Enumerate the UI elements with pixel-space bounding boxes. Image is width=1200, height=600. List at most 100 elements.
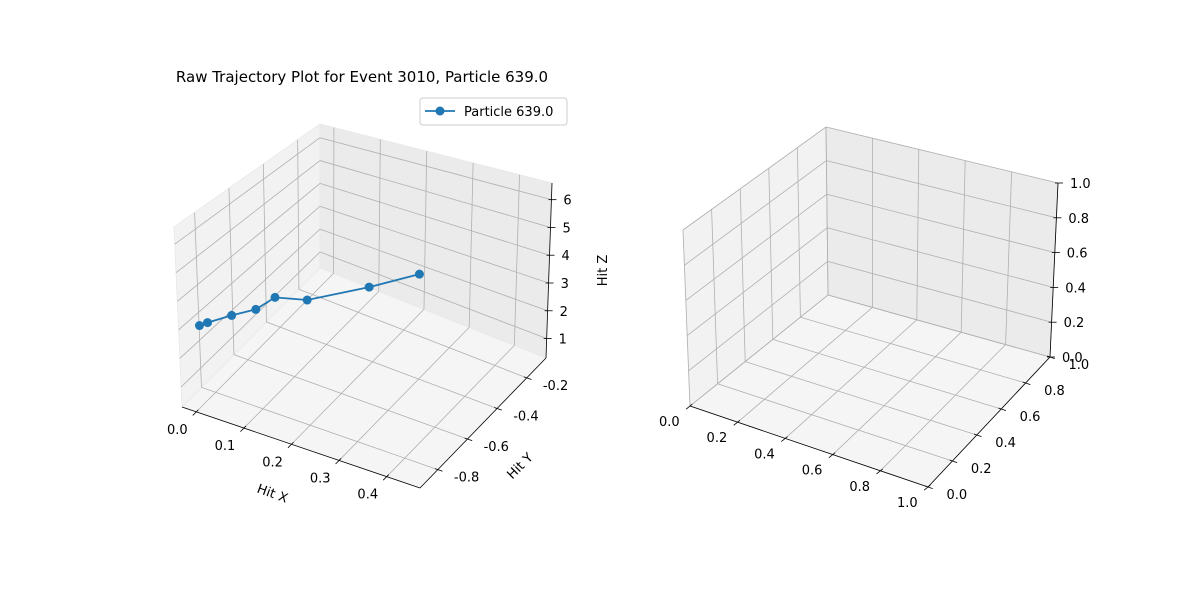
- z-gridline: [319, 183, 550, 256]
- x-tick-label: 1.0: [897, 496, 918, 511]
- y-tick-label: -0.2: [543, 379, 568, 394]
- z-gridline: [688, 261, 828, 372]
- x-tick: [923, 484, 931, 491]
- z-tick-label: 0.2: [1064, 316, 1085, 331]
- y-gridline: [194, 212, 202, 388]
- data-point: [270, 292, 280, 302]
- z-gridline: [689, 294, 829, 407]
- y-tick: [998, 407, 1007, 411]
- x-gridline: [880, 344, 1006, 472]
- z-gridline: [827, 261, 1052, 323]
- y-axis-line: [927, 356, 1051, 488]
- y-tick: [949, 459, 958, 463]
- z-gridline: [179, 228, 321, 359]
- z-tick-label: 0.8: [1068, 212, 1089, 227]
- y-gridline: [745, 361, 977, 436]
- chart-title: Raw Trajectory Plot for Event 3010, Part…: [176, 68, 548, 86]
- z-gridline: [827, 227, 1054, 288]
- x-gridline: [468, 162, 474, 328]
- y-axis-label: Hit Y: [504, 450, 536, 482]
- x-tick: [287, 441, 294, 449]
- data-point: [194, 321, 204, 331]
- z-gridline: [825, 126, 1059, 184]
- z-gridline: [319, 251, 547, 339]
- y-gridline: [297, 139, 300, 290]
- z-gridline: [180, 251, 321, 388]
- x-tick-label: 0.6: [802, 464, 823, 479]
- x-tick: [828, 452, 836, 459]
- y-tick-label: 1.0: [1068, 358, 1089, 373]
- data-point: [364, 282, 374, 292]
- z-gridline: [684, 160, 827, 266]
- z-tick-label: 1: [559, 333, 567, 348]
- x-tick: [335, 458, 342, 465]
- z-tick-label: 6: [563, 194, 571, 209]
- z-tick-label: 0.4: [1065, 281, 1086, 296]
- y-gridline: [800, 316, 1026, 384]
- y-tick-label: 0.8: [1044, 384, 1065, 399]
- y-tick: [434, 468, 443, 472]
- z-gridline: [178, 205, 321, 331]
- z-axis-label: Hit Z: [596, 255, 611, 287]
- z-gridline: [319, 137, 552, 201]
- x-axis-line: [181, 406, 421, 489]
- z-gridline: [319, 205, 549, 284]
- data-point: [203, 318, 213, 328]
- x-gridline: [291, 309, 425, 445]
- x-tick: [240, 425, 247, 432]
- data-point: [302, 295, 312, 305]
- y-gridline: [825, 126, 829, 296]
- y-tick-label: -0.4: [513, 410, 538, 425]
- z-gridline: [177, 183, 321, 302]
- x-tick: [876, 468, 883, 475]
- z-tick-label: 0.0: [1062, 351, 1083, 366]
- z-gridline: [175, 160, 321, 274]
- y-tick-label: -0.6: [484, 440, 509, 455]
- x-gridline: [916, 149, 920, 320]
- x-tick: [781, 436, 788, 442]
- y-gridline: [266, 321, 498, 409]
- y-tick-label: 0.6: [1020, 410, 1041, 425]
- z-gridline: [826, 160, 1057, 219]
- y-gridline: [768, 168, 774, 340]
- y-tick: [925, 485, 933, 489]
- x-tick-label: 0.4: [357, 488, 378, 503]
- x-gridline: [378, 139, 381, 292]
- y-gridline: [228, 188, 235, 355]
- x-gridline: [1005, 171, 1012, 345]
- x-tick-label: 0.0: [659, 415, 680, 430]
- z-tick-label: 4: [562, 249, 570, 264]
- x-tick: [192, 409, 199, 416]
- x-gridline: [513, 174, 520, 346]
- z-gridline: [826, 193, 1055, 253]
- y-tick: [494, 407, 502, 411]
- y-tick-label: 0.4: [995, 436, 1016, 451]
- x-gridline: [832, 331, 962, 455]
- y-gridline: [711, 209, 718, 384]
- x-tick-label: 0.4: [754, 447, 775, 462]
- z-gridline: [827, 294, 1051, 358]
- x-gridline: [423, 151, 428, 310]
- x-gridline: [195, 273, 334, 413]
- trajectory-plot: 0.0 0.1 0.2 0.3 0.4 -0.8 -0.6 -0.4 -0.2 1 2 3 4 5 6 Hit…: [167, 68, 611, 507]
- x-gridline: [960, 160, 966, 333]
- z-gridline: [319, 228, 548, 312]
- z-axis-line: [1049, 182, 1059, 358]
- legend: Particle 639.0: [419, 97, 568, 126]
- x-tick: [685, 403, 693, 410]
- y-gridline: [717, 383, 953, 462]
- x-tick-label: 0.2: [707, 431, 728, 446]
- y-gridline: [233, 354, 468, 440]
- y-tick-label: -0.8: [454, 471, 479, 486]
- legend-marker: [435, 106, 445, 116]
- data-point: [251, 304, 261, 314]
- x-tick-label: 0.8: [849, 480, 870, 495]
- x-axis-line: [689, 405, 929, 488]
- x-gridline: [386, 345, 515, 477]
- x-tick-label: 0.2: [262, 455, 283, 470]
- z-axis-line: [545, 182, 553, 359]
- y-gridline: [201, 386, 438, 471]
- x-tick: [733, 420, 741, 426]
- x-gridline: [243, 291, 380, 429]
- x-axis-label: Hit X: [255, 482, 290, 507]
